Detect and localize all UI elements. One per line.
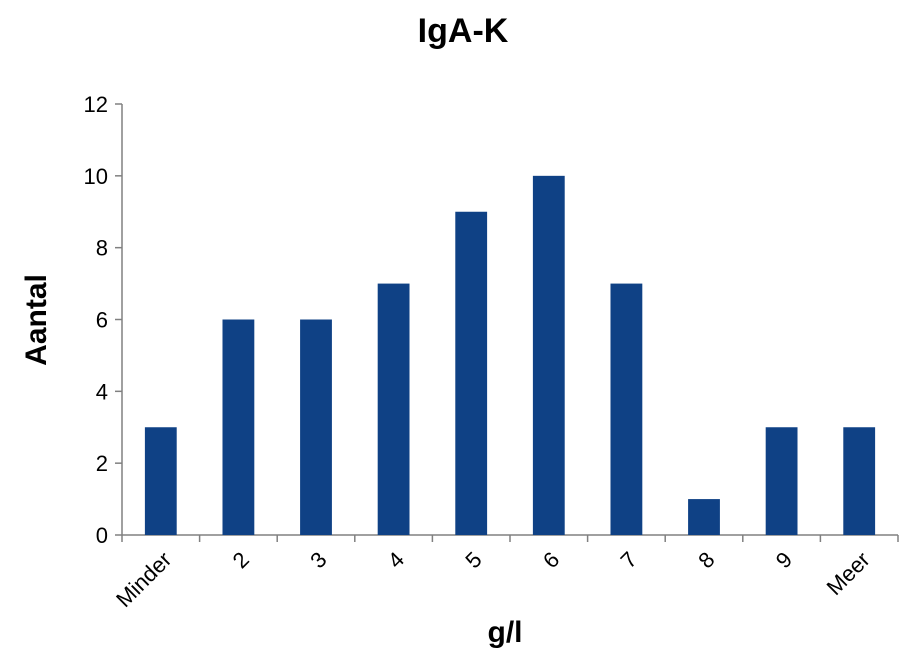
y-tick-label: 8 <box>96 236 108 261</box>
y-tick-label: 6 <box>96 308 108 333</box>
y-tick-label: 12 <box>84 92 108 117</box>
x-tick-label: 6 <box>538 547 564 573</box>
bar-minder <box>144 427 177 535</box>
x-tick-label: 9 <box>771 547 797 573</box>
x-tick-label: 5 <box>460 547 486 573</box>
bar-meer <box>843 427 876 535</box>
plot-area: 0 2 4 6 8 10 12 Minder 2 3 4 5 6 7 8 9 Meer <box>84 92 899 612</box>
y-tick-label: 10 <box>84 164 108 189</box>
bar-2 <box>222 319 255 535</box>
y-tick-label: 4 <box>96 379 108 404</box>
x-tick-label: 3 <box>305 547 331 573</box>
x-tick-label: 8 <box>693 547 719 573</box>
x-tick-label: 7 <box>616 547 642 573</box>
chart-title: IgA-K <box>418 12 509 50</box>
x-tick-label: Minder <box>111 547 176 612</box>
bar-6 <box>532 175 565 536</box>
bar-9 <box>765 427 798 535</box>
bar-4 <box>377 283 410 535</box>
y-tick-label: 2 <box>96 451 108 476</box>
y-axis-title: Aantal <box>20 274 53 366</box>
bar-8 <box>688 499 720 535</box>
bar-5 <box>455 211 488 535</box>
bar-3 <box>300 319 332 535</box>
y-tick-label: 0 <box>96 523 108 548</box>
x-tick-label: 2 <box>228 547 254 573</box>
bar-7 <box>610 283 643 535</box>
x-tick-label: Meer <box>822 547 875 600</box>
x-tick-label: 4 <box>383 547 409 573</box>
x-axis-title: g/l <box>488 616 523 649</box>
